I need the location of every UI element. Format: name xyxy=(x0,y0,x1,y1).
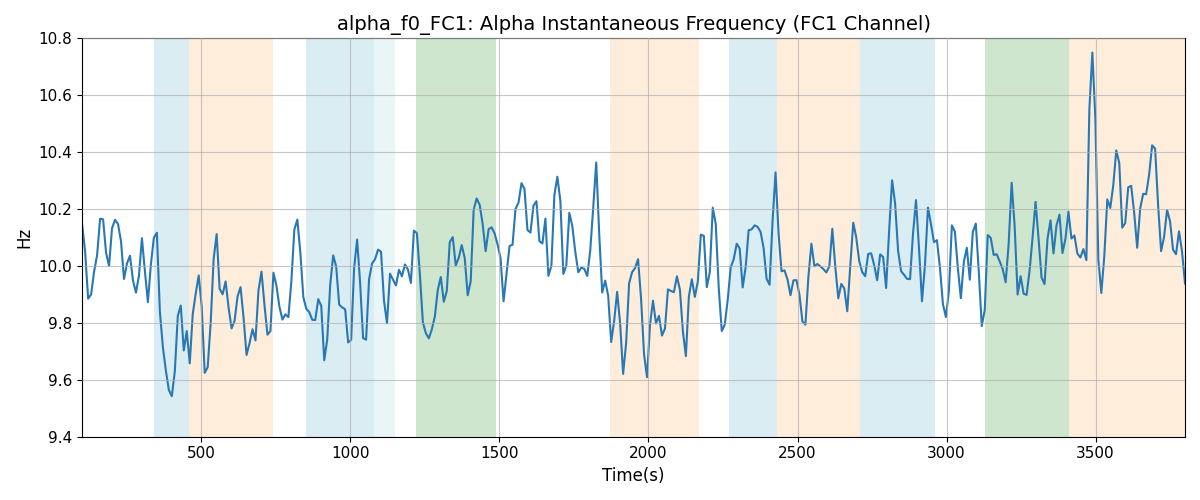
Bar xyxy=(416,38,497,436)
Bar xyxy=(860,38,935,436)
Title: alpha_f0_FC1: Alpha Instantaneous Frequency (FC1 Channel): alpha_f0_FC1: Alpha Instantaneous Freque… xyxy=(336,15,930,35)
Bar xyxy=(190,38,272,436)
Bar xyxy=(154,38,190,436)
Bar xyxy=(776,38,860,436)
Bar xyxy=(985,38,1069,436)
Bar xyxy=(374,38,395,436)
Bar xyxy=(306,38,374,436)
Bar xyxy=(728,38,776,436)
Bar xyxy=(1069,38,1186,436)
Bar xyxy=(610,38,700,436)
Y-axis label: Hz: Hz xyxy=(14,227,32,248)
X-axis label: Time(s): Time(s) xyxy=(602,467,665,485)
